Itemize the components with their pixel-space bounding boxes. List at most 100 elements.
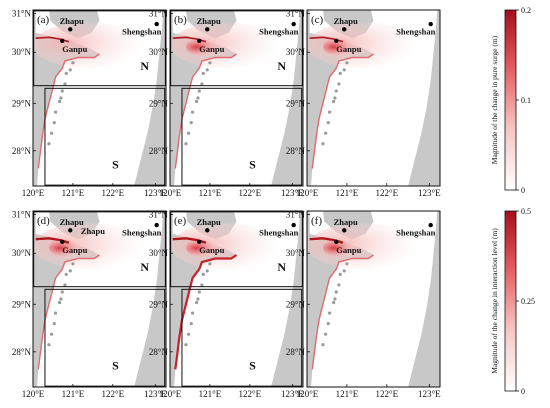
island-mark xyxy=(197,290,201,294)
change-shading-hotspot xyxy=(185,237,229,259)
island-mark xyxy=(54,110,58,114)
lon-tick-label: 121°E xyxy=(62,389,85,399)
colorbar-title: Magnitude of the change in interaction l… xyxy=(490,228,499,374)
island-mark xyxy=(58,300,62,305)
city-label-zhapu: Zhapu xyxy=(197,217,221,227)
city-dot-zhapu xyxy=(342,27,347,32)
island-mark xyxy=(47,142,51,146)
island-mark xyxy=(334,89,338,93)
city-dot-zhapu xyxy=(68,228,73,233)
change-shading-hotspot xyxy=(322,237,366,259)
region-south-box xyxy=(181,87,303,186)
city-label-shengshan: Shengshan xyxy=(259,228,298,238)
panel-frame xyxy=(32,210,167,388)
lon-tick-label: 120°E xyxy=(22,389,45,399)
lat-tick-label: 28°N xyxy=(12,347,32,357)
colorbars-layer: 0.2 0.1 0 Magnitude of the change in pure s… xyxy=(490,6,535,396)
island-mark xyxy=(342,68,346,72)
island-mark xyxy=(345,262,349,266)
city-label-zhapu: Zhapu xyxy=(60,217,84,227)
city-dot-shengshan xyxy=(428,222,433,228)
coastal-change-band xyxy=(174,254,238,370)
lon-tick-label: 123°E xyxy=(281,389,304,399)
lat-tick-label: 29°N xyxy=(149,299,169,309)
lon-tick-label: 123°E xyxy=(418,188,441,198)
city-dot-shengshan xyxy=(154,222,159,228)
island-mark xyxy=(189,121,193,125)
panel-label: (f) xyxy=(311,215,322,227)
island-mark xyxy=(333,297,337,301)
region-north-label: N xyxy=(277,260,286,274)
lat-tick-label: 31°N xyxy=(12,210,32,220)
coastal-change-band xyxy=(37,254,100,370)
region-south-label: S xyxy=(249,358,256,372)
city-label-shengshan: Shengshan xyxy=(396,27,435,37)
lat-tick-label: 29°N xyxy=(286,299,306,309)
region-north-box xyxy=(170,211,303,288)
lat-tick-label: 29°N xyxy=(149,98,169,108)
island-mark xyxy=(71,262,75,266)
city-dot-zhapu xyxy=(68,27,73,32)
island-mark xyxy=(338,71,342,75)
island-mark xyxy=(337,82,341,86)
island-mark xyxy=(71,61,75,65)
island-mark xyxy=(60,290,64,294)
island-mark xyxy=(326,322,330,326)
island-mark xyxy=(196,297,200,301)
lat-tick-label: 29°N xyxy=(12,98,32,108)
lat-tick-label: 29°N xyxy=(286,98,306,108)
lat-tick-label: 31°N xyxy=(149,210,169,220)
lon-tick-label: 122°E xyxy=(375,389,398,399)
lat-tick-label: 30°N xyxy=(12,47,32,57)
city-dot-ganpu xyxy=(197,239,202,244)
panels-layer: N S Zhapu Ganpu Shengshan (a) 31°N 30°N 29°N 28°N… xyxy=(12,9,441,399)
island-mark xyxy=(63,82,67,86)
island-mark xyxy=(337,283,341,287)
island-mark xyxy=(332,300,336,305)
city-label-zhapu: Zhapu xyxy=(197,16,221,26)
map-panel: Zhapu Ganpu Shengshan (c) 31°N 30°N 29°N 28°N 12… xyxy=(286,9,441,198)
city-dot-zhapu xyxy=(205,27,210,32)
island-mark xyxy=(68,68,72,72)
island-mark xyxy=(195,300,199,305)
island-mark xyxy=(333,96,337,100)
panel-frame xyxy=(32,9,167,187)
lat-tick-label: 28°N xyxy=(286,347,306,357)
lat-tick-label: 31°N xyxy=(12,9,32,19)
colorbar-tick-label: 0.1 xyxy=(521,96,531,105)
city-dot-ganpu xyxy=(60,38,65,43)
colorbar-title: Magnitude of the change in pure surge (m… xyxy=(490,35,499,164)
lon-tick-label: 122°E xyxy=(101,389,124,399)
island-mark xyxy=(189,322,193,326)
region-north-label: N xyxy=(140,260,149,274)
region-north-label: N xyxy=(140,59,149,73)
island-mark xyxy=(334,290,338,294)
island-mark xyxy=(201,71,205,75)
island-mark xyxy=(338,272,342,276)
lon-tick-label: 121°E xyxy=(336,188,359,198)
island-mark xyxy=(191,110,195,114)
panel-frame xyxy=(169,210,304,388)
colorbar-ramp xyxy=(504,210,517,392)
island-mark xyxy=(64,272,68,276)
change-shading-hotspot xyxy=(48,237,92,259)
panel-label: (e) xyxy=(174,215,187,227)
island-mark xyxy=(54,311,58,315)
panel-label: (c) xyxy=(311,14,324,26)
island-mark xyxy=(200,82,204,86)
change-shading-hotspot xyxy=(322,36,366,58)
lat-tick-label: 31°N xyxy=(286,9,306,19)
panel-label: (d) xyxy=(37,215,50,227)
island-mark xyxy=(64,71,68,75)
city-dot-zhapu xyxy=(342,228,347,233)
island-mark xyxy=(63,283,67,287)
island-mark xyxy=(208,61,212,65)
region-south-box xyxy=(181,288,303,387)
lon-tick-label: 121°E xyxy=(199,389,222,399)
lon-tick-label: 120°E xyxy=(296,389,319,399)
lon-tick-label: 121°E xyxy=(62,188,85,198)
island-mark xyxy=(205,269,209,273)
island-mark xyxy=(321,343,325,347)
colorbar-tick-label: 0 xyxy=(521,186,525,195)
coastal-change-band xyxy=(37,53,100,169)
